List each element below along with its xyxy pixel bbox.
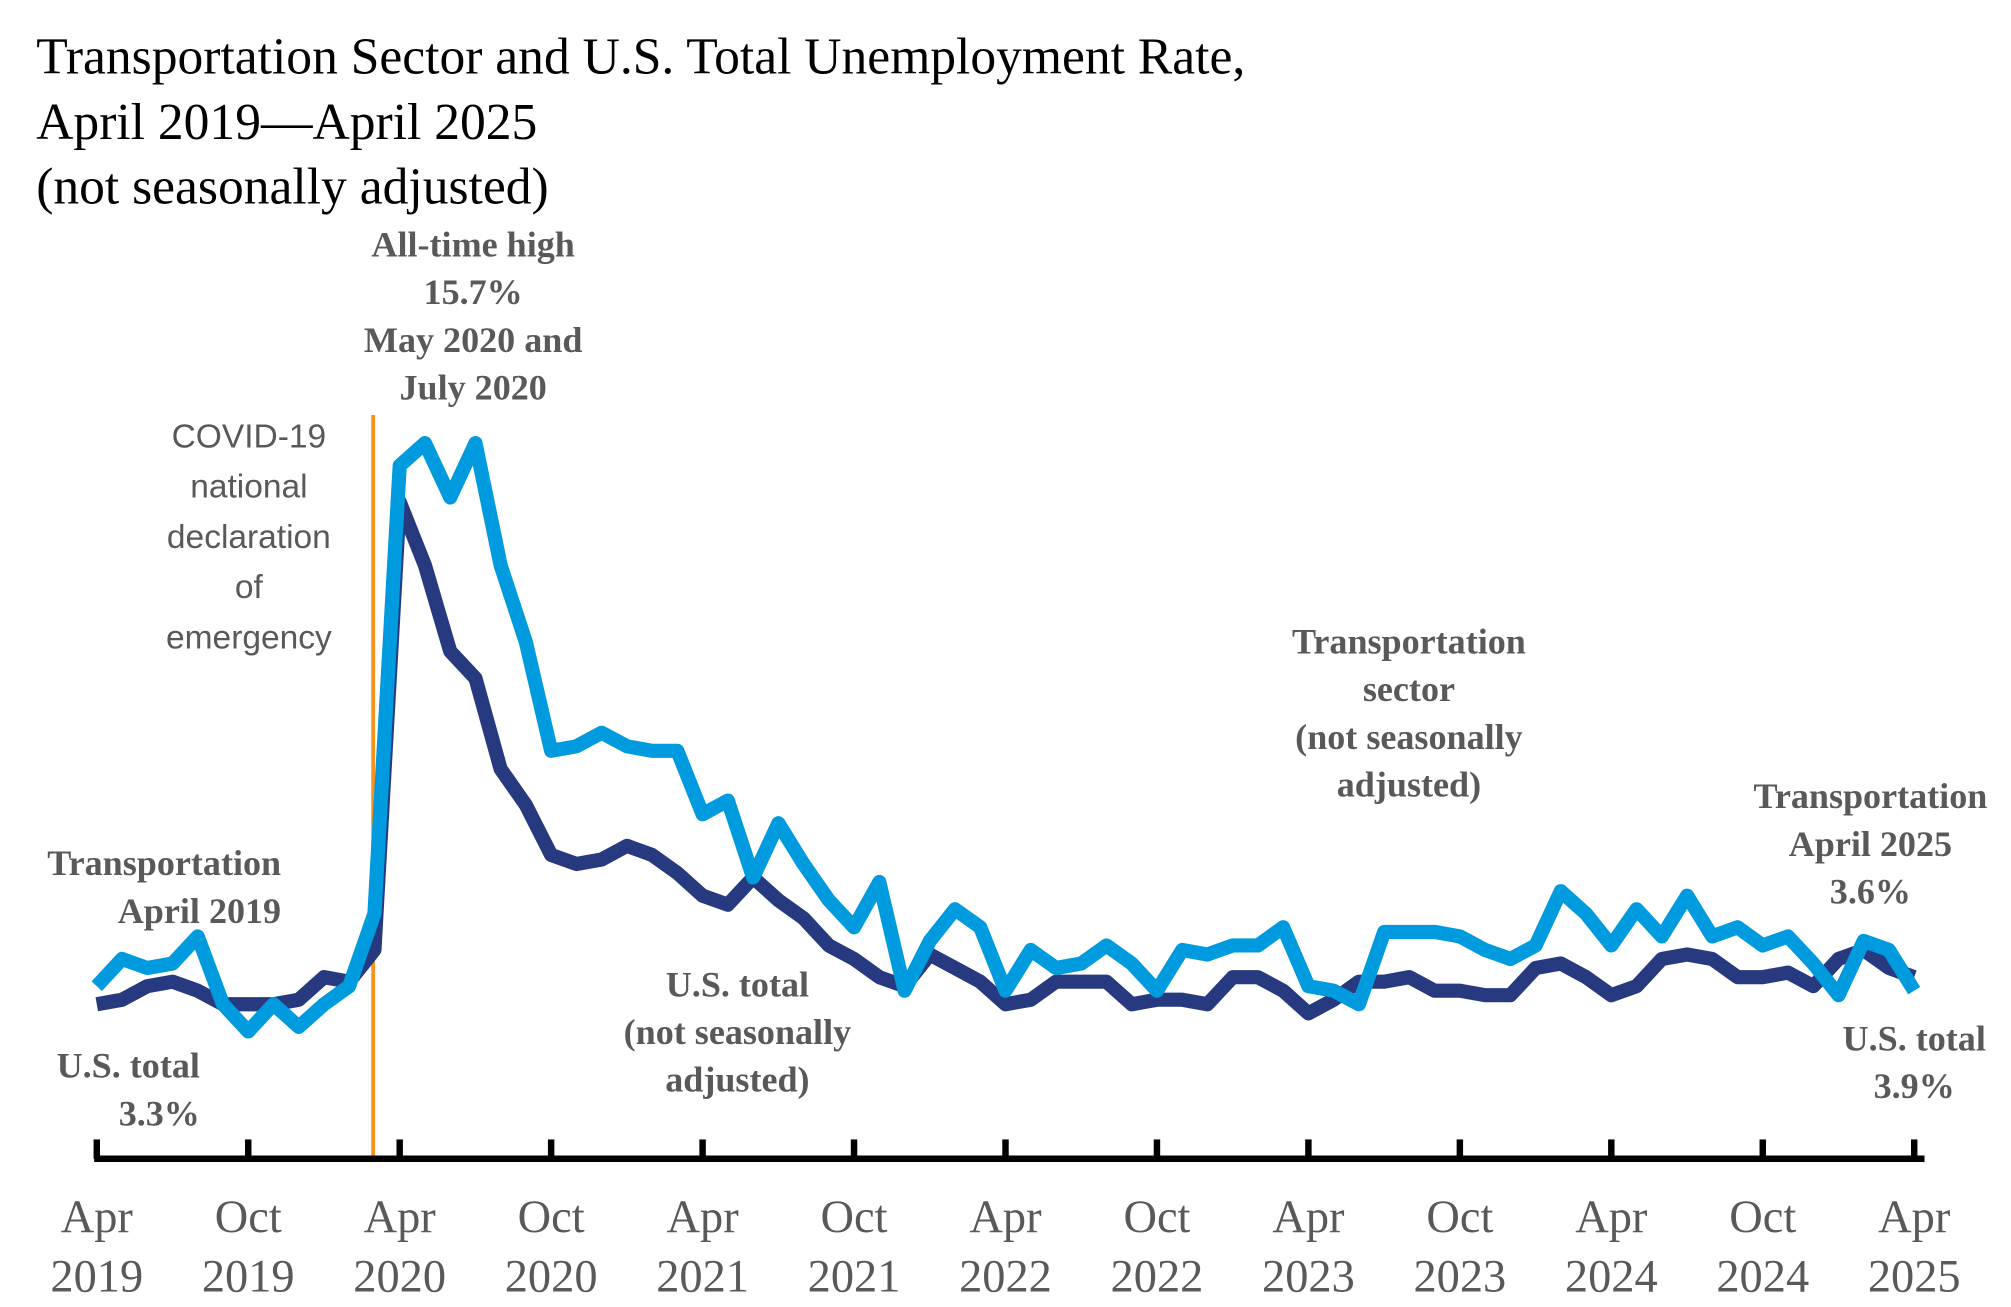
annotation-line: adjusted) [1337, 765, 1481, 805]
x-tick-label-year: 2025 [1868, 1252, 1961, 1303]
x-tick-label-month: Oct [1426, 1192, 1493, 1243]
x-tick-label-month: Oct [1123, 1192, 1190, 1243]
x-tick-label-year: 2023 [1413, 1252, 1506, 1303]
annotation-line: 3.9% [1874, 1066, 1955, 1106]
annotation-line: of [235, 569, 264, 606]
x-tick-label-month: Apr [1272, 1192, 1345, 1243]
x-tick-label-year: 2024 [1716, 1252, 1809, 1303]
x-tick-label-year: 2022 [1111, 1252, 1204, 1303]
annotation-line: 3.3% [119, 1093, 200, 1133]
annotation-us-total-mid: U.S. total (not seasonally adjusted) [624, 964, 852, 1099]
annotation-all-time-high: All-time high 15.7% May 2020 and July 20… [364, 225, 583, 408]
x-tick-label-month: Apr [969, 1192, 1042, 1243]
annotation-us-total-start: U.S. total 3.3% [57, 1046, 200, 1134]
annotation-line: April 2019 [118, 891, 281, 931]
annotation-line: July 2020 [399, 368, 546, 408]
annotation-line: Transportation [1753, 776, 1987, 816]
x-tick-label-month: Oct [1729, 1192, 1796, 1243]
x-tick-label-month: Apr [364, 1192, 437, 1243]
series-layer [91, 436, 1921, 1039]
x-axis: Apr 2019 Oct 2019 Apr 2020 Oct 2020 Apr 2021 Oct 20… [50, 1139, 1961, 1303]
x-tick-label-year: 2024 [1565, 1252, 1658, 1303]
x-tick-label-year: 2020 [505, 1252, 598, 1303]
title-line: April 2019—April 2025 [36, 94, 537, 151]
x-tick-label-year: 2022 [959, 1252, 1052, 1303]
annotation-line: adjusted) [665, 1060, 809, 1100]
x-tick-label-year: 2021 [656, 1252, 749, 1303]
annotation-line: U.S. total [666, 964, 809, 1004]
annotation-line: 15.7% [424, 272, 523, 312]
annotation-line: April 2025 [1789, 824, 1952, 864]
annotation-line: U.S. total [57, 1046, 200, 1086]
annotation-line: (not seasonally [624, 1012, 852, 1052]
x-tick-label-month: Apr [1878, 1192, 1951, 1243]
title-line: Transportation Sector and U.S. Total Une… [36, 28, 1245, 85]
x-tick-label-month: Oct [518, 1192, 585, 1243]
x-tick-label-month: Apr [1575, 1192, 1648, 1243]
x-tick-label-year: 2021 [808, 1252, 901, 1303]
annotation-line: Transportation [47, 843, 281, 883]
annotation-line: (not seasonally [1295, 717, 1523, 757]
annotation-line: COVID-19 [172, 418, 327, 455]
x-tick-label-month: Apr [61, 1192, 134, 1243]
annotation-transportation-mid: Transportation sector (not seasonally ad… [1292, 622, 1526, 805]
annotation-line: Transportation [1292, 622, 1526, 662]
annotation-us-total-end: U.S. total 3.9% [1843, 1018, 1986, 1106]
annotation-line: 3.6% [1830, 872, 1911, 912]
annotation-line: declaration [167, 519, 331, 556]
annotation-line: sector [1363, 669, 1455, 709]
x-tick-label-month: Apr [667, 1192, 740, 1243]
x-tick-label-year: 2023 [1262, 1252, 1355, 1303]
x-tick-label-year: 2019 [202, 1252, 295, 1303]
series-line-transportation [91, 436, 1921, 1039]
x-tick-label-year: 2020 [353, 1252, 446, 1303]
annotation-transportation-end: Transportation April 2025 3.6% [1753, 776, 1987, 911]
annotation-transportation-start: Transportation April 2019 [47, 843, 281, 931]
annotation-line: U.S. total [1843, 1018, 1986, 1058]
annotation-line: national [190, 469, 307, 506]
covid-annotation: COVID-19 national declaration of emergen… [166, 418, 332, 656]
x-tick-label-month: Oct [821, 1192, 888, 1243]
annotation-line: May 2020 and [364, 320, 583, 360]
x-tick-label-month: Oct [215, 1192, 282, 1243]
annotation-line: emergency [166, 619, 332, 656]
chart-title: Transportation Sector and U.S. Total Une… [36, 28, 1245, 215]
annotation-line: All-time high [371, 225, 574, 265]
x-tick-label-year: 2019 [50, 1252, 143, 1303]
title-line: (not seasonally adjusted) [36, 159, 548, 216]
